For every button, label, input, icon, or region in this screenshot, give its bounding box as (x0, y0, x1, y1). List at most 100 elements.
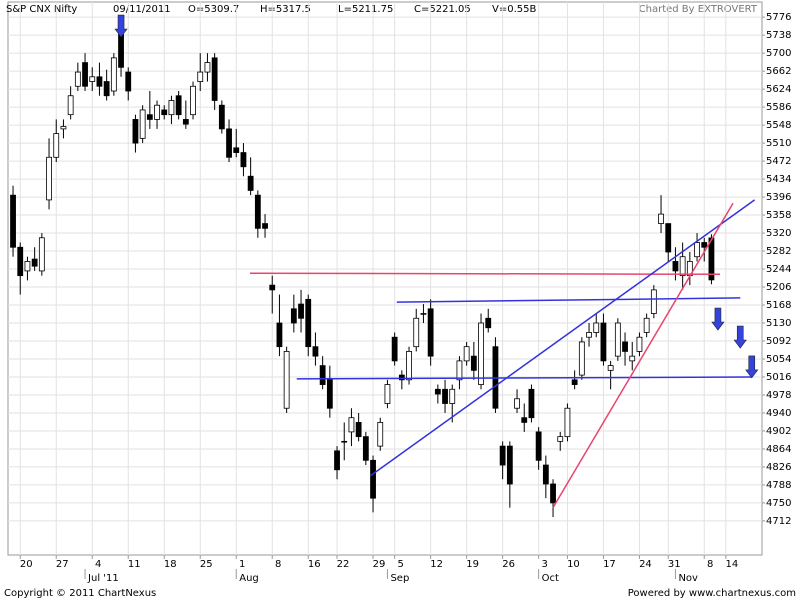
x-tick-label: 14 (725, 559, 738, 570)
candle-body (535, 431, 542, 461)
candle-body (708, 237, 715, 281)
candle-body (82, 62, 88, 87)
candle-body (629, 355, 636, 362)
low: L=5211.75 (338, 4, 393, 15)
candle-body (31, 258, 38, 267)
candle-body (578, 341, 585, 376)
candle-body (110, 57, 117, 92)
candle-body (607, 365, 614, 371)
candle-body (370, 459, 376, 499)
y-tick-label: 5130 (766, 318, 791, 329)
candle-body (665, 223, 672, 253)
x-tick-label: 26 (502, 559, 515, 570)
x-tick-label: 4 (95, 559, 101, 570)
candle-body (600, 322, 607, 362)
candle-body (96, 76, 103, 87)
x-tick-label: 25 (200, 559, 213, 570)
x-tick-label: 19 (466, 559, 479, 570)
candle-body (226, 128, 232, 158)
candle-body (161, 109, 168, 116)
candle-body (341, 440, 348, 443)
candle-body (24, 261, 31, 272)
candle-body (463, 346, 470, 362)
candle-body (103, 81, 110, 97)
candle-body (593, 322, 600, 333)
candle-body (614, 322, 621, 357)
y-tick-label: 5548 (766, 120, 791, 131)
y-tick-label: 5054 (766, 354, 791, 365)
candle-body (355, 422, 362, 438)
candle-body (53, 133, 60, 158)
y-tick-label: 5738 (766, 30, 791, 41)
y-tick-label: 5624 (766, 84, 791, 95)
candle-body (636, 336, 643, 352)
candle-body (622, 341, 628, 352)
candle-body (175, 95, 182, 116)
candle-body (586, 332, 592, 338)
candle-body (190, 85, 196, 116)
y-tick-label: 5510 (766, 138, 791, 149)
trend-line (296, 376, 752, 380)
candle-body (701, 242, 708, 248)
candle-body (694, 242, 700, 258)
candle-body (262, 223, 268, 229)
candle-body (298, 303, 304, 319)
candle-body (521, 417, 528, 423)
candle-body (406, 351, 412, 381)
candle-body (17, 246, 24, 277)
candle-body (377, 422, 384, 447)
month-label: Aug (239, 573, 259, 584)
candle-body (650, 289, 657, 314)
arrow (745, 355, 759, 379)
candle-body (470, 355, 477, 371)
y-tick-label: 5776 (766, 12, 791, 23)
x-tick-label: 10 (567, 559, 580, 570)
y-tick-label: 5092 (766, 336, 791, 347)
x-tick-label: 22 (337, 559, 350, 570)
y-tick-label: 5244 (766, 264, 791, 275)
candle-body (139, 109, 146, 139)
y-tick-label: 5700 (766, 48, 791, 59)
x-tick-label: 29 (373, 559, 386, 570)
candle-body (60, 126, 67, 130)
candle-body (571, 379, 578, 385)
x-tick-label: 18 (164, 559, 177, 570)
x-tick-label: 17 (603, 559, 616, 570)
y-tick-label: 5168 (766, 300, 791, 311)
candle-body (384, 384, 391, 404)
candle-body (442, 388, 448, 404)
y-tick-label: 5662 (766, 66, 791, 77)
candle-body (197, 71, 204, 82)
y-tick-label: 4788 (766, 480, 791, 491)
month-label: Oct (542, 573, 559, 584)
trend-line (552, 202, 734, 509)
y-tick-label: 5358 (766, 210, 791, 221)
y-tick-label: 5282 (766, 246, 791, 257)
candle-body (413, 317, 420, 348)
candle-body (420, 313, 427, 315)
x-tick-label: 27 (56, 559, 69, 570)
candle-body (658, 213, 664, 224)
open: O=5309.7 (188, 4, 239, 15)
trend-line (369, 199, 756, 477)
x-tick-label: 5 (397, 559, 403, 570)
x-tick-label: 16 (308, 559, 321, 570)
candle-body (168, 100, 175, 116)
candle-body (499, 445, 506, 466)
y-tick-label: 5016 (766, 372, 791, 383)
candle-body (319, 365, 326, 385)
x-tick-label: 20 (20, 559, 33, 570)
symbol: S&P CNX Nifty (6, 4, 77, 15)
y-tick-label: 5434 (766, 174, 791, 185)
candle-body (74, 71, 81, 87)
candle-body (564, 407, 571, 438)
candle-body (449, 388, 456, 404)
high: H=5317.5 (260, 4, 311, 15)
candle-body (269, 284, 276, 291)
y-tick-label: 5396 (766, 192, 791, 203)
candle-body (485, 317, 492, 329)
powered-by: Powered by www.chartnexus.com (628, 588, 796, 599)
month-label: Nov (678, 573, 698, 584)
candle-body (679, 256, 686, 277)
